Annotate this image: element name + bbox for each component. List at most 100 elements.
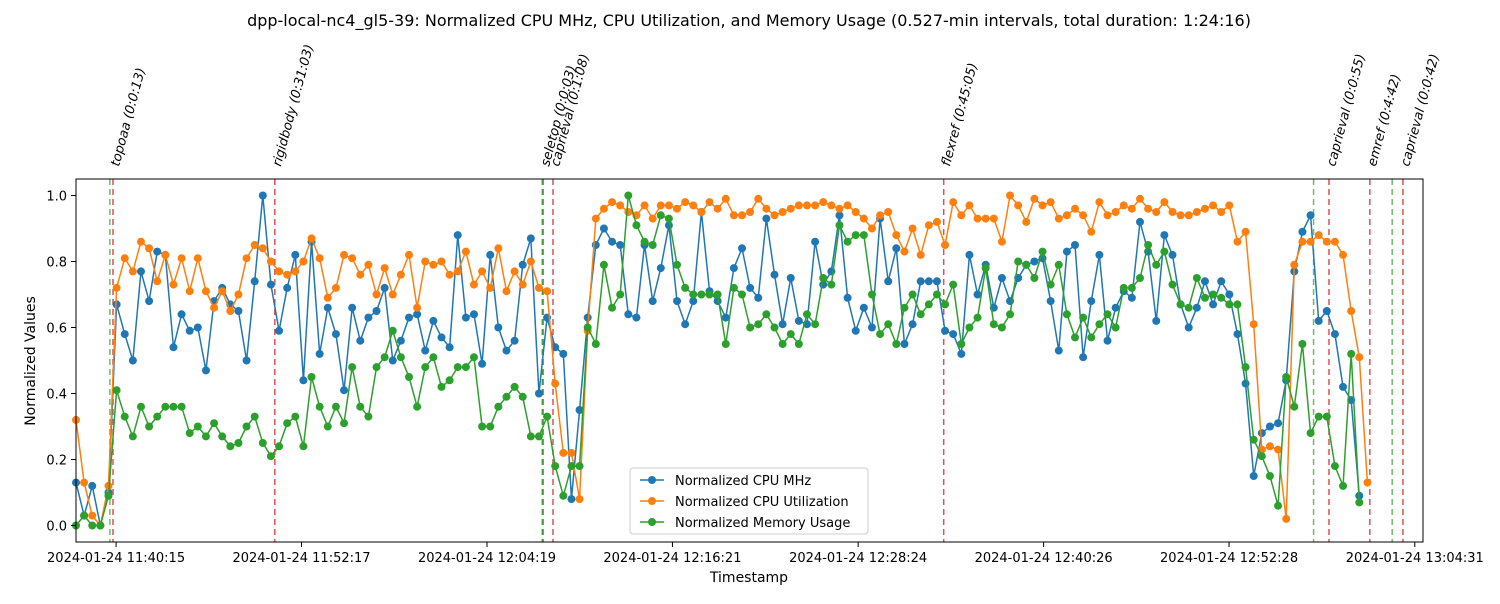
data-point — [421, 257, 430, 266]
data-point — [299, 376, 308, 385]
data-point — [437, 257, 446, 266]
data-point — [234, 439, 243, 447]
data-point — [608, 237, 617, 246]
legend-item[interactable]: Normalized Memory Usage — [640, 516, 850, 531]
data-point — [1111, 303, 1120, 312]
data-point — [892, 231, 901, 240]
data-point — [1314, 316, 1323, 325]
data-point — [1265, 472, 1274, 480]
data-point — [786, 204, 795, 213]
data-point — [1054, 260, 1063, 269]
data-point — [762, 310, 771, 319]
data-point — [283, 283, 292, 292]
data-point — [502, 287, 511, 296]
data-point — [169, 280, 178, 289]
data-point — [299, 442, 308, 451]
data-point — [348, 254, 357, 263]
data-point — [193, 323, 202, 332]
data-point — [388, 356, 397, 365]
data-point — [721, 313, 730, 322]
data-point — [469, 310, 478, 319]
data-point — [664, 201, 673, 210]
data-point — [1241, 227, 1250, 236]
data-point — [518, 260, 527, 269]
data-point — [478, 359, 487, 368]
data-point — [364, 313, 373, 322]
legend-item[interactable]: Normalized CPU Utilization — [640, 495, 849, 510]
data-point — [1217, 208, 1226, 216]
data-point — [445, 376, 454, 385]
legend-item[interactable]: Normalized CPU MHz — [640, 474, 811, 489]
data-point — [1152, 260, 1161, 269]
data-point — [128, 432, 137, 441]
data-point — [510, 382, 519, 391]
data-point — [1355, 353, 1364, 362]
data-point — [689, 290, 698, 299]
data-point — [291, 250, 300, 259]
data-point — [120, 330, 129, 339]
data-point — [348, 363, 357, 372]
data-point — [104, 481, 113, 490]
data-point — [656, 201, 665, 210]
data-point — [201, 287, 210, 296]
data-point — [534, 389, 543, 398]
data-point — [380, 264, 389, 273]
data-point — [1062, 310, 1071, 319]
data-point — [1046, 280, 1055, 289]
data-point — [989, 320, 998, 329]
data-point — [754, 293, 763, 302]
data-point — [859, 303, 868, 312]
event-label: rigidbody (0:31:03) — [270, 43, 317, 168]
data-point — [656, 264, 665, 273]
data-point — [307, 234, 316, 243]
data-point — [193, 254, 202, 263]
data-point — [340, 250, 349, 259]
data-point — [177, 402, 186, 411]
data-point — [835, 211, 844, 220]
data-point — [965, 323, 974, 332]
data-point — [128, 267, 137, 276]
data-point — [583, 313, 592, 322]
data-point — [1200, 293, 1209, 302]
data-point — [738, 211, 747, 220]
data-point — [1095, 250, 1104, 259]
data-point — [778, 208, 787, 216]
data-point — [1127, 283, 1136, 292]
data-point — [1347, 307, 1356, 315]
data-point — [770, 270, 779, 279]
data-point — [802, 310, 811, 319]
data-point — [965, 250, 974, 259]
data-point — [924, 277, 933, 286]
data-point — [388, 290, 397, 299]
data-point — [729, 283, 738, 292]
data-point — [1054, 346, 1063, 355]
data-point — [957, 349, 966, 358]
data-point — [746, 283, 755, 292]
data-point — [664, 214, 673, 223]
data-point — [1225, 300, 1234, 309]
data-point — [96, 521, 105, 530]
data-point — [1087, 227, 1096, 236]
x-tick-label: 2024-01-24 12:16:21 — [603, 551, 741, 566]
data-point — [1087, 333, 1096, 342]
data-point — [1265, 442, 1274, 451]
data-point — [575, 495, 584, 504]
data-point — [299, 257, 308, 266]
data-point — [1160, 231, 1169, 240]
data-point — [1127, 204, 1136, 213]
data-point — [932, 217, 941, 226]
legend[interactable]: Normalized CPU MHz Normalized CPU Utiliza… — [629, 467, 869, 535]
data-point — [1265, 422, 1274, 431]
data-point — [859, 214, 868, 223]
data-point — [1135, 274, 1144, 282]
data-point — [867, 290, 876, 299]
data-point — [275, 326, 284, 335]
data-point — [1168, 208, 1177, 216]
data-point — [900, 247, 909, 256]
data-point — [608, 303, 617, 312]
data-point — [1339, 382, 1348, 391]
data-point — [80, 478, 89, 487]
data-point — [957, 211, 966, 220]
data-point — [616, 241, 625, 249]
data-point — [372, 290, 381, 299]
